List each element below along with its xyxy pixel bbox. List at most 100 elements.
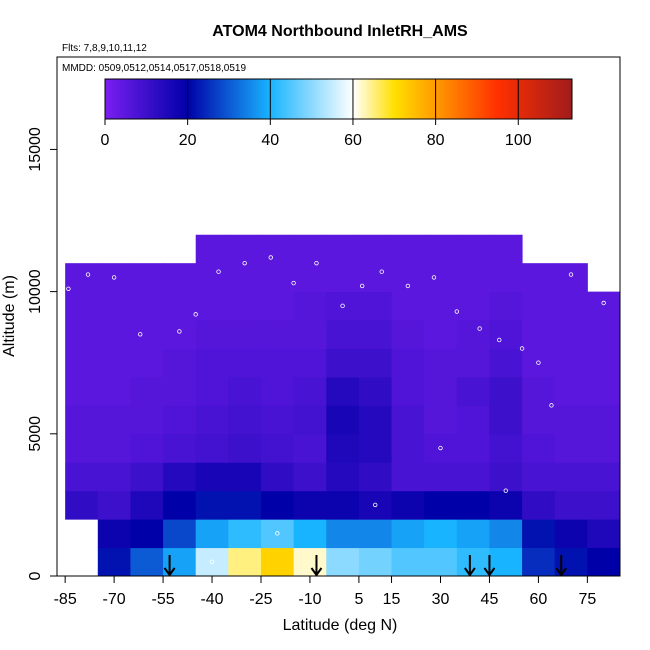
track-point [85, 272, 91, 277]
heatmap-cell [293, 291, 327, 321]
arrow [310, 555, 323, 577]
heatmap-cell [424, 490, 458, 520]
heatmap-cell [65, 320, 99, 349]
track-point [601, 300, 606, 306]
heatmap-cell [326, 234, 360, 264]
heatmap-cell [522, 462, 556, 492]
heatmap-cell [424, 547, 458, 577]
heatmap-cell [358, 433, 393, 463]
heatmap-cell [456, 320, 490, 349]
heatmap-cell [587, 291, 621, 321]
heatmap-cell [97, 547, 131, 577]
heatmap-cell [424, 234, 458, 264]
arrow-head [464, 567, 476, 577]
track-point [242, 260, 247, 266]
heatmap-cell [195, 490, 229, 520]
heatmap-cell [391, 234, 425, 264]
heatmap-cell [587, 462, 621, 492]
x-tick-label: -55 [152, 591, 175, 608]
x-tick-label: -40 [200, 591, 223, 608]
heatmap-cell [456, 405, 490, 435]
heatmap-cell [293, 263, 327, 293]
heatmap-cell [456, 234, 490, 264]
heatmap-cell [587, 320, 621, 349]
heatmap-cell [228, 490, 262, 520]
heatmap-cell [65, 462, 99, 492]
heatmap-cell [293, 547, 327, 577]
heatmap-cell [326, 405, 360, 435]
heatmap-cell [65, 433, 99, 463]
heatmap-cell [522, 519, 556, 549]
heatmap-cell [456, 291, 490, 321]
heatmap-cell [424, 263, 458, 293]
heatmap-cell [260, 263, 295, 293]
y-tick-label: 0 [27, 571, 44, 580]
colorbar-tick-label: 40 [261, 132, 279, 149]
heatmap-cell [65, 263, 99, 293]
heatmap-cell [130, 376, 164, 406]
heatmap-cell [130, 348, 164, 378]
colorbar-tick-label: 60 [344, 132, 362, 149]
heatmap-cell [260, 490, 295, 520]
heatmap-cell [228, 234, 262, 264]
heatmap-cell [65, 348, 99, 378]
heatmap-cell [228, 547, 262, 577]
heatmap-cell [260, 348, 295, 378]
heatmap-cell [424, 519, 458, 549]
track-point [503, 488, 508, 493]
x-tick-label: -70 [103, 591, 126, 608]
heatmap-cell [97, 291, 131, 321]
heatmap-cell [391, 405, 425, 435]
heatmap-cell [587, 519, 621, 549]
heatmap-cell [195, 462, 229, 492]
track-point [291, 280, 296, 286]
heatmap-cell [228, 405, 262, 435]
heatmap-cell [522, 348, 556, 378]
heatmap-cell [293, 234, 327, 264]
heatmap-cell [587, 490, 621, 520]
track-point [454, 309, 460, 314]
heatmap-cell [358, 348, 393, 378]
heatmap-cell [554, 519, 588, 549]
track-point [193, 312, 198, 317]
heatmap-cell [228, 376, 262, 406]
heatmap-cell [97, 405, 131, 435]
subtitle: Flts: 7,8,9,10,11,12 [62, 43, 147, 54]
heatmap-cell [522, 547, 556, 577]
heatmap-cell [163, 376, 197, 406]
x-axis-label: Latitude (deg N) [283, 617, 398, 634]
heatmap-cell [228, 462, 262, 492]
heatmap-cell [522, 405, 556, 435]
heatmap-cell [97, 490, 131, 520]
x-tick-label: 30 [432, 591, 450, 608]
annotation: MMDD: 0509,0512,0514,0517,0518,0519 [62, 63, 246, 74]
y-axis-label: Altitude (m) [1, 275, 18, 357]
heatmap-cell [391, 433, 425, 463]
x-tick-label: 5 [354, 591, 363, 608]
arrow [555, 555, 568, 577]
heatmap-cell [489, 291, 523, 321]
track-point [379, 269, 384, 274]
heatmap-cell [489, 234, 523, 264]
heatmap-cell [260, 547, 295, 577]
heatmap-cell [130, 291, 164, 321]
heatmap-cell [358, 263, 393, 293]
heatmap-cell [522, 320, 556, 349]
x-tick-label: -10 [298, 591, 321, 608]
heatmap-cell [326, 376, 360, 406]
heatmap-cell [522, 263, 556, 293]
heatmap-cell [489, 547, 523, 577]
heatmap-cell [326, 348, 360, 378]
heatmap-cell [65, 376, 99, 406]
heatmap-cell [260, 405, 295, 435]
heatmap-cell [326, 291, 360, 321]
heatmap-cell [326, 462, 360, 492]
track-point [177, 329, 182, 334]
arrow-head [310, 567, 323, 577]
heatmap-cell [163, 519, 197, 549]
heatmap-cell [163, 433, 197, 463]
heatmap-cell [293, 462, 327, 492]
heatmap-cell [554, 462, 588, 492]
heatmap-cell [391, 348, 425, 378]
heatmap-cell [391, 519, 425, 549]
